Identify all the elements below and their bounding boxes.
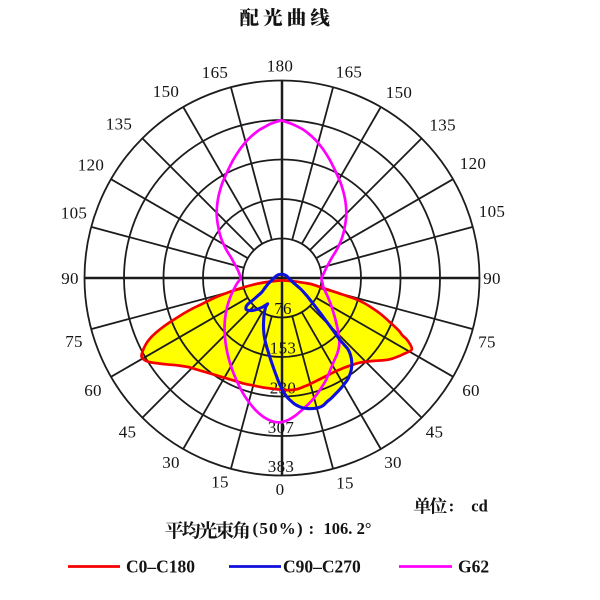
svg-text:153: 153 [270,338,296,357]
svg-text:15: 15 [211,472,229,491]
svg-text:90: 90 [61,269,79,288]
svg-text:0: 0 [276,480,285,499]
svg-text:15: 15 [336,473,354,492]
svg-text:C90–C270: C90–C270 [283,556,361,576]
svg-text:30: 30 [162,453,180,472]
svg-text:75: 75 [65,332,83,351]
svg-text::: : [309,519,315,538]
svg-text:150: 150 [153,82,179,101]
svg-text:60: 60 [84,381,102,400]
svg-text:105: 105 [61,203,87,222]
svg-text:76: 76 [274,299,292,318]
svg-text:45: 45 [119,422,137,441]
svg-text:30: 30 [384,453,402,472]
svg-text:383: 383 [268,457,294,476]
svg-text:cd: cd [471,497,488,516]
svg-text::: : [449,497,455,516]
svg-text:60: 60 [462,381,480,400]
svg-text:135: 135 [106,114,132,133]
svg-text:2°: 2° [357,519,372,538]
svg-text:(50%): (50%) [253,519,304,538]
svg-text:90: 90 [483,269,501,288]
svg-text:135: 135 [429,115,455,134]
svg-text:180: 180 [267,56,293,75]
svg-text:C0–C180: C0–C180 [126,556,195,576]
svg-text:120: 120 [78,155,104,174]
svg-text:105: 105 [479,202,505,221]
svg-text:165: 165 [336,62,362,81]
svg-text:165: 165 [202,63,228,82]
svg-text:G62: G62 [458,556,489,576]
svg-text:106.: 106. [324,519,353,538]
svg-text:75: 75 [478,332,496,351]
svg-text:45: 45 [426,422,444,441]
svg-text:150: 150 [386,83,412,102]
svg-text:120: 120 [460,154,486,173]
